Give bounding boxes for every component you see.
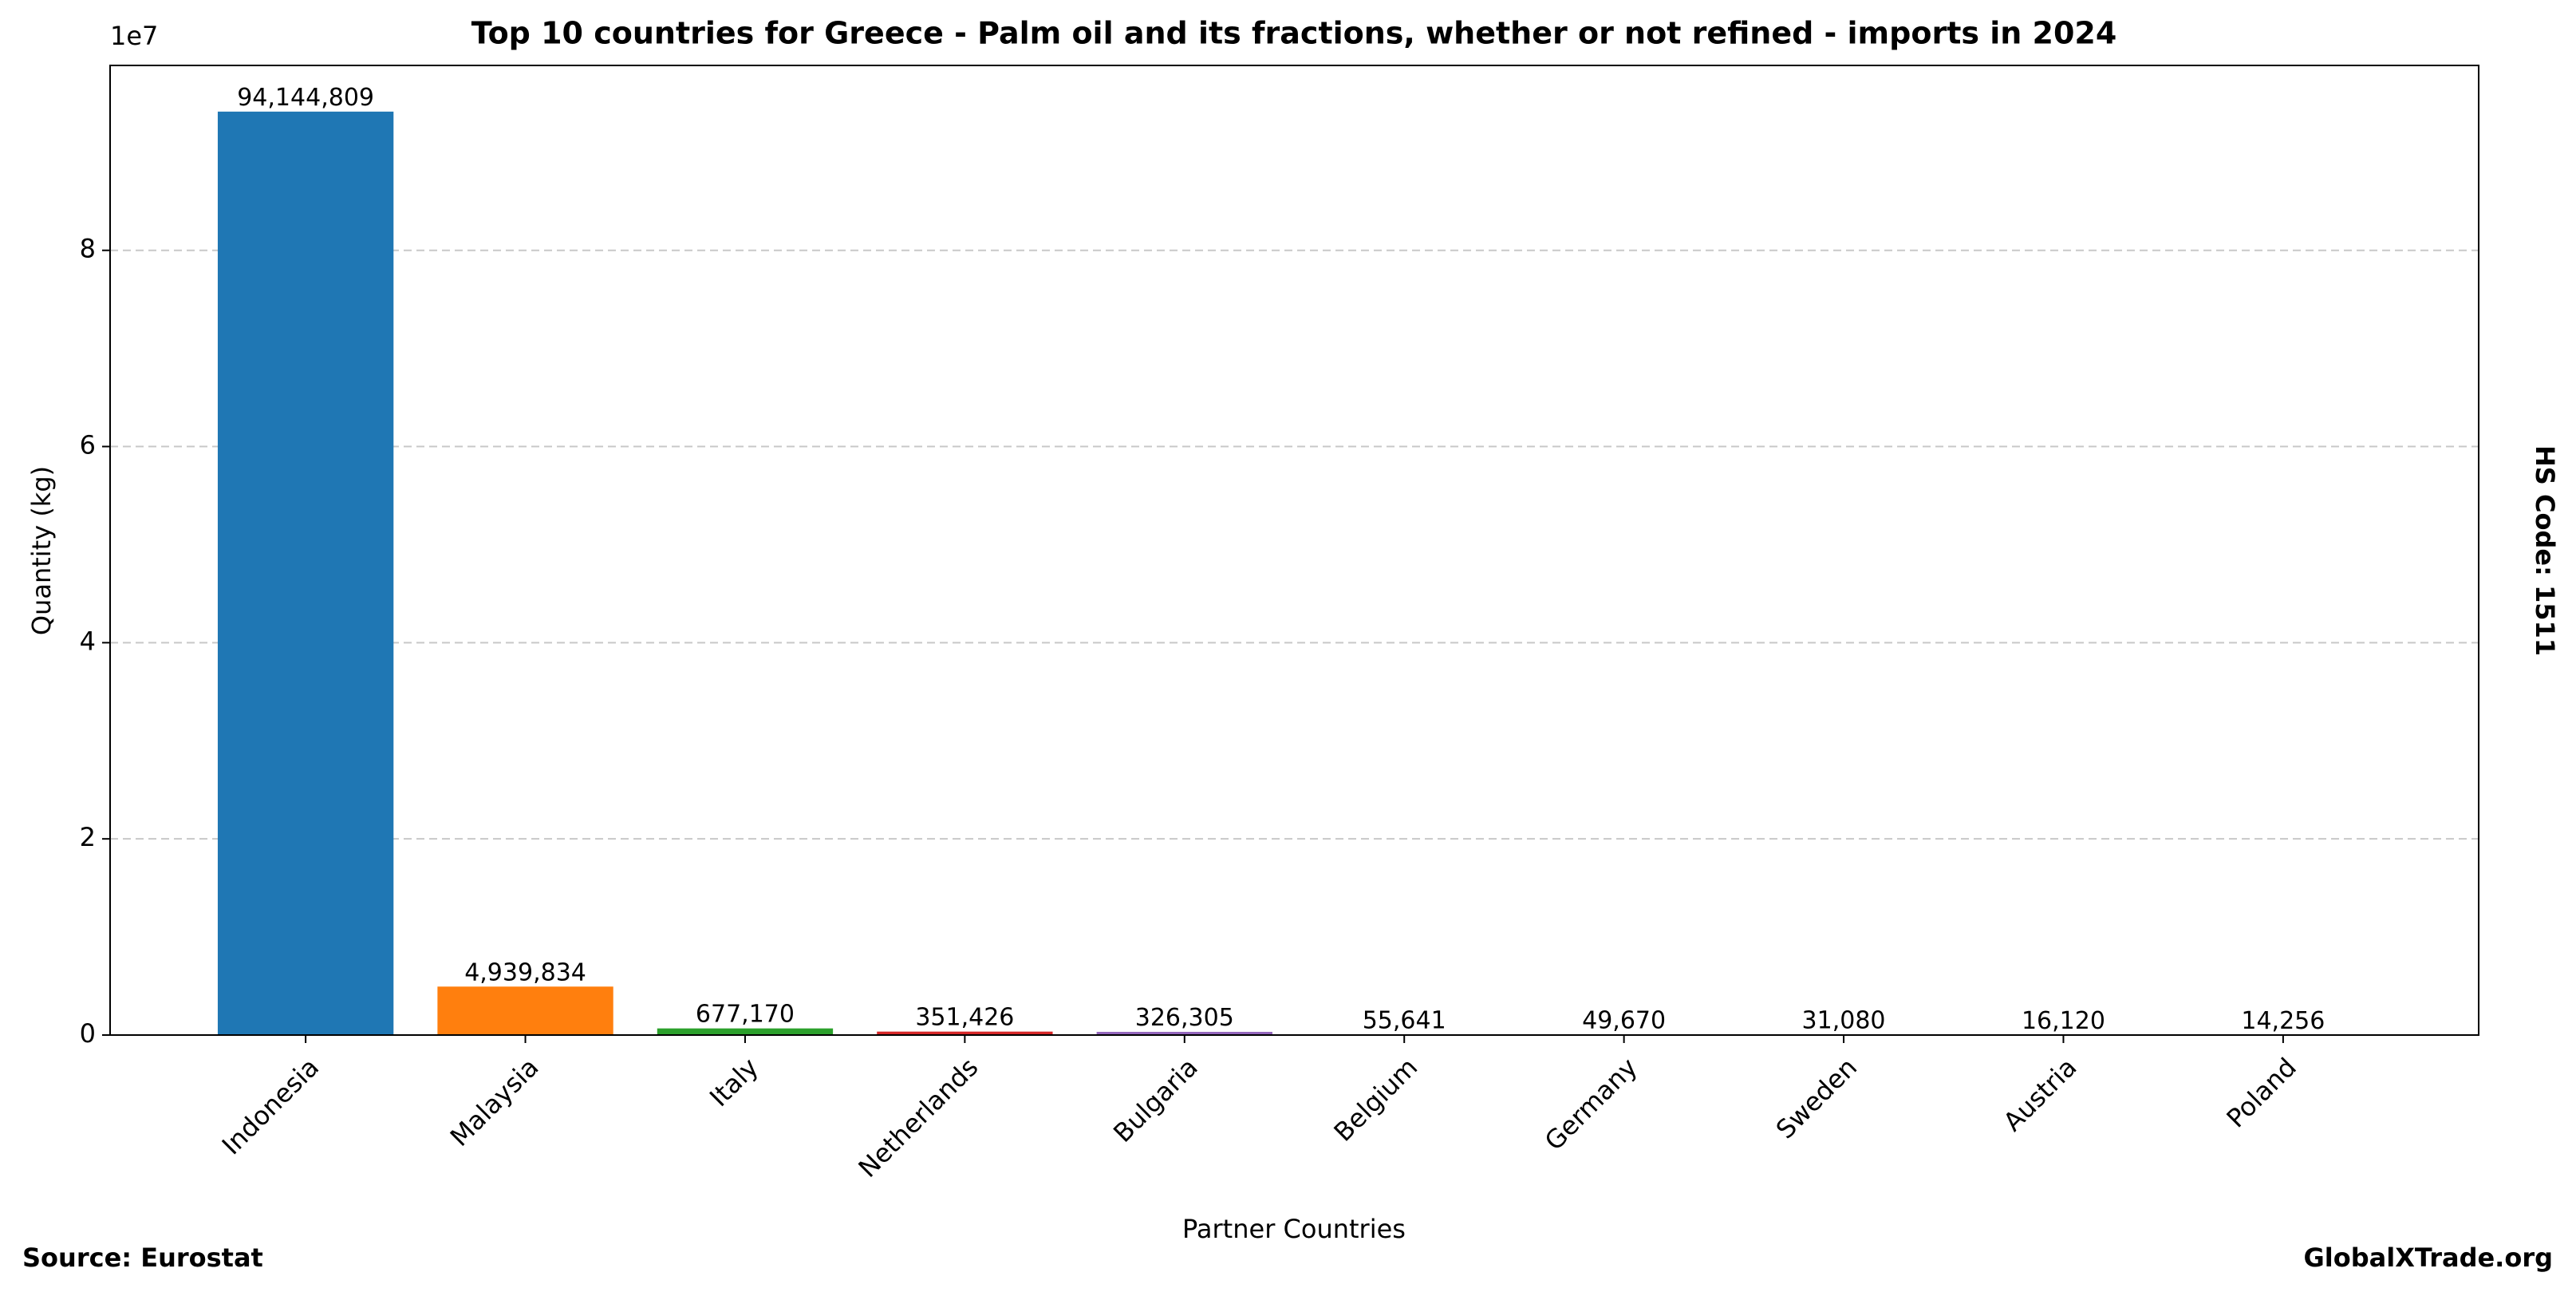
- value-label: 49,670: [1582, 1006, 1666, 1034]
- value-label: 14,256: [2241, 1007, 2325, 1035]
- x-tick-label: Indonesia: [216, 1052, 325, 1160]
- y-axis-label: Quantity (kg): [26, 466, 57, 635]
- x-tick-label: Malaysia: [444, 1052, 545, 1152]
- x-tick-label: Italy: [704, 1052, 764, 1112]
- website: GlobalXTrade.org: [2304, 1243, 2553, 1273]
- source: Source: Eurostat: [22, 1243, 263, 1273]
- x-tick-label: Belgium: [1328, 1052, 1424, 1148]
- bar: [437, 986, 613, 1035]
- bar: [657, 1028, 834, 1035]
- bar: [1096, 1031, 1272, 1035]
- bar: [877, 1031, 1053, 1035]
- x-tick-label: Netherlands: [853, 1052, 984, 1183]
- plot-frame: [109, 65, 2479, 1036]
- x-tick-label: Poland: [2220, 1052, 2302, 1133]
- value-label: 94,144,809: [237, 84, 374, 112]
- y-tick-label: 8: [80, 234, 96, 264]
- y-tick-label: 0: [80, 1018, 96, 1049]
- side-note: HS Code: 1511: [2530, 445, 2560, 656]
- value-label: 16,120: [2022, 1007, 2105, 1035]
- y-tick-label: 2: [80, 822, 96, 852]
- value-label: 351,426: [915, 1004, 1014, 1032]
- y-tick-label: 6: [80, 430, 96, 460]
- chart-title: Top 10 countries for Greece - Palm oil a…: [471, 16, 2117, 51]
- y-tick-label: 4: [80, 626, 96, 656]
- x-axis-label: Partner Countries: [1182, 1214, 1406, 1244]
- x-tick-label: Sweden: [1770, 1052, 1863, 1144]
- y-offset-label: 1e7: [110, 21, 158, 51]
- value-label: 326,305: [1135, 1004, 1234, 1032]
- bar: [217, 111, 394, 1035]
- value-label: 55,641: [1363, 1006, 1446, 1034]
- value-label: 4,939,834: [464, 958, 586, 986]
- value-label: 31,080: [1802, 1007, 1886, 1035]
- x-tick-label: Austria: [1998, 1052, 2083, 1137]
- x-tick-label: Bulgaria: [1107, 1052, 1204, 1148]
- value-label: 677,170: [696, 1001, 795, 1029]
- x-tick-label: Germany: [1539, 1052, 1643, 1156]
